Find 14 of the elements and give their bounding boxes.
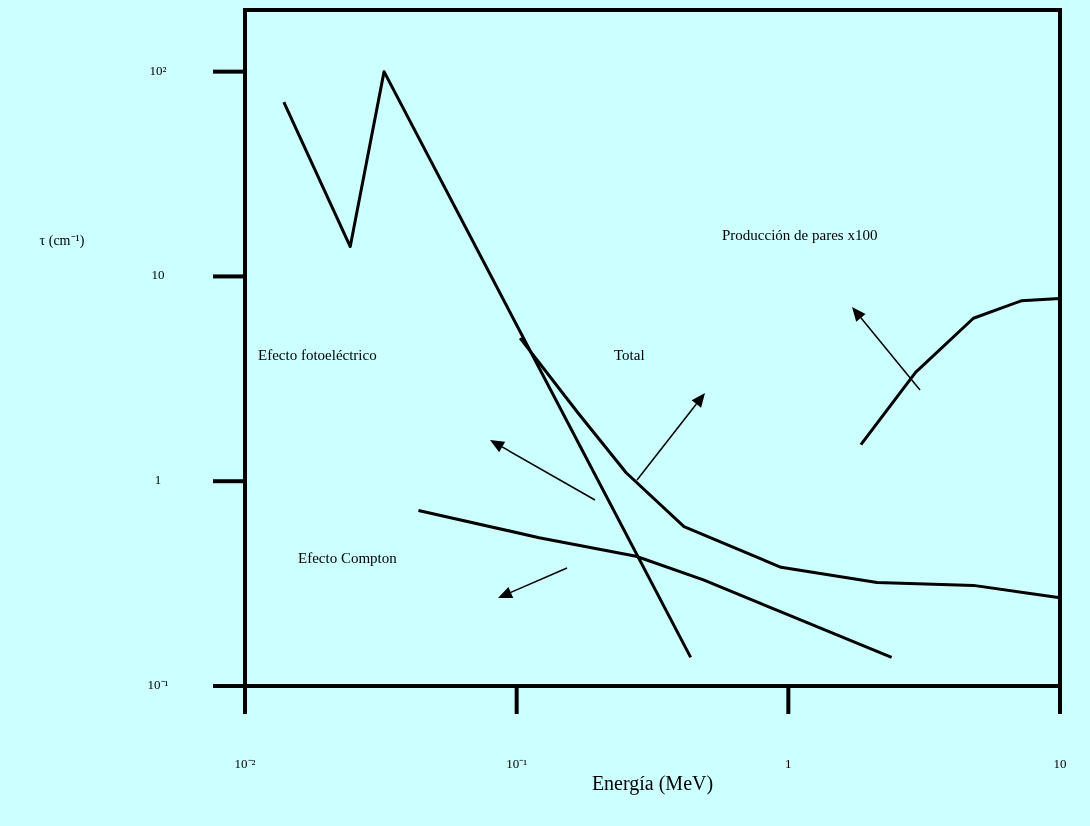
y-tick-label: 10² [149, 62, 167, 78]
y-axis-title: τ (cm⁻¹) [39, 233, 85, 249]
x-tick-label: 10⁻² [234, 756, 256, 771]
x-tick-label: 10 [1053, 756, 1067, 771]
x-axis-title: Energía (MeV) [591, 772, 714, 795]
annotation: Efecto Compton [298, 550, 398, 567]
y-tick-label: 10⁻¹ [147, 676, 169, 692]
x-tick-label: 10⁻¹ [506, 756, 528, 771]
y-tick-label: 1 [154, 472, 162, 488]
annotation: Producción de pares x100 [722, 227, 878, 244]
y-tick-label: 10 [151, 267, 165, 283]
annotation: Total [614, 347, 645, 364]
x-tick-label: 1 [785, 756, 792, 771]
annotation: Efecto fotoeléctrico [258, 347, 377, 364]
